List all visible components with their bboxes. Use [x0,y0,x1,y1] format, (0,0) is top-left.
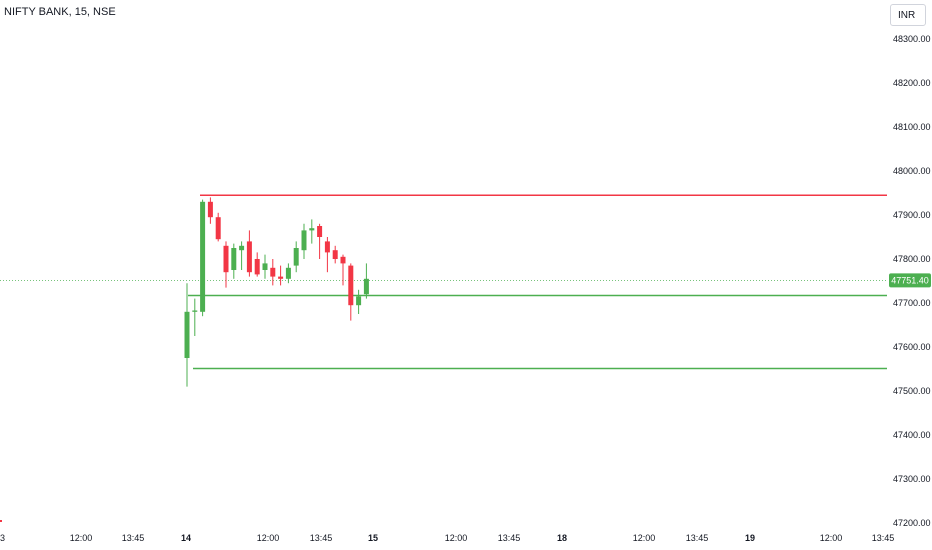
candle-body [207,201,213,218]
x-tick-label: 12:00 [257,533,280,543]
candle [309,219,315,244]
candle-body [332,250,338,259]
candle [301,223,307,259]
candle [285,263,291,284]
candle-body [223,245,229,273]
candle [246,230,252,277]
marker-dot [0,520,2,522]
candle-body [200,201,206,312]
candle [340,254,346,286]
candle [231,243,237,279]
y-tick-label: 47400.00 [893,430,931,440]
candle-body [340,256,346,264]
time-axis: 13 12:00 13:45 14 12:00 13:45 15 12:00 13:45 18 12… [0,533,894,543]
candle [270,259,276,286]
x-tick-label: 13 [0,533,5,543]
x-tick-label: 13:45 [686,533,709,543]
x-tick-label: 12:00 [445,533,468,543]
x-tick-label: 14 [181,533,191,543]
candle [223,241,229,288]
y-tick-label: 47600.00 [893,342,931,352]
y-tick-label: 47700.00 [893,298,931,308]
x-tick-label: 18 [557,533,567,543]
candle [184,283,190,387]
candle [192,298,198,336]
x-tick-label: 15 [368,533,378,543]
y-tick-label: 47800.00 [893,254,931,264]
candle [363,263,369,299]
candle [324,237,330,273]
candle-body [270,267,276,277]
candle [278,265,284,286]
currency-selector[interactable]: INR [890,4,926,26]
candle-body [348,265,354,306]
candle-body [293,248,299,266]
candle-body [231,248,237,270]
candle-body [239,245,245,251]
y-tick-label: 48100.00 [893,122,931,132]
y-tick-label: 48200.00 [893,78,931,88]
candle [215,212,221,242]
drawn-lines-layer [0,194,887,370]
candle [317,223,323,259]
candle [348,263,354,321]
x-tick-label: 12:00 [820,533,843,543]
last-price-label: 47751.40 [891,275,929,285]
candles-layer [184,197,369,387]
last-price-layer: 47751.40 [0,273,931,522]
candle [262,254,268,279]
y-tick-label: 48300.00 [893,34,931,44]
x-tick-label: 13:45 [498,533,521,543]
candle-body [278,276,284,279]
candle [200,199,206,317]
candle-body [309,228,315,231]
candle [293,241,299,273]
candle-body [192,310,198,312]
y-tick-label: 47500.00 [893,386,931,396]
candle-body [246,241,252,273]
x-tick-label: 12:00 [633,533,656,543]
candle-body [285,267,291,279]
y-tick-label: 47300.00 [893,474,931,484]
x-tick-label: 13:45 [122,533,145,543]
x-tick-label: 13:45 [872,533,895,543]
x-tick-label: 13:45 [310,533,333,543]
candle-body [254,259,260,275]
candle-body [363,278,369,295]
y-tick-label: 48000.00 [893,166,931,176]
candle [207,197,213,224]
candle-body [324,241,330,253]
last-price-badge [889,273,931,288]
y-tick-label: 47200.00 [893,518,931,528]
candle-body [356,296,362,306]
candle [239,241,245,270]
candle [356,289,362,314]
price-axis: 48300.00 48200.00 48100.00 48000.00 47900.00… [893,34,931,528]
x-tick-label: 19 [745,533,755,543]
candle [332,245,338,264]
candle-body [301,230,307,251]
candle [254,252,260,277]
candle-body [184,311,190,358]
candle-body [317,226,323,237]
candle-body [262,263,268,270]
x-tick-label: 12:00 [70,533,93,543]
y-tick-label: 47900.00 [893,210,931,220]
candle-body [215,217,221,240]
chart-title: NIFTY BANK, 15, NSE [4,6,116,18]
